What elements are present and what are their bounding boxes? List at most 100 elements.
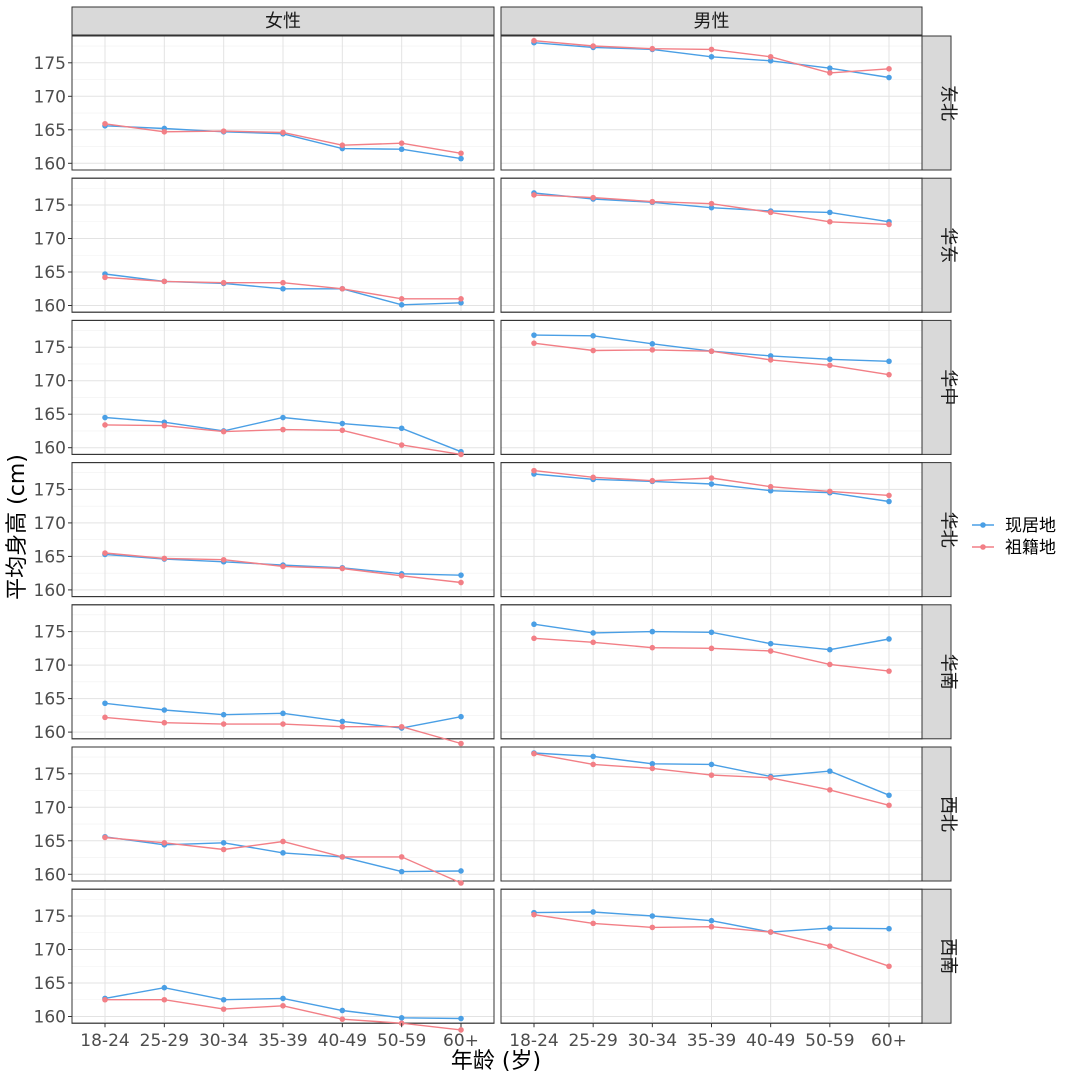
row-strip-label: 西南: [938, 938, 959, 974]
data-point: [649, 924, 656, 931]
data-point: [531, 332, 537, 338]
data-point: [280, 995, 286, 1002]
data-point: [339, 142, 346, 149]
row-strip-label: 华南: [938, 654, 959, 690]
data-point: [827, 70, 833, 76]
panel: [71, 319, 495, 458]
x-tick-label: 60+: [443, 1031, 479, 1051]
data-point: [708, 348, 715, 355]
data-point: [531, 750, 537, 757]
legend-item: 祖籍地: [972, 538, 1056, 558]
data-point: [339, 420, 346, 427]
y-tick-label: 165: [34, 974, 66, 994]
data-point: [398, 296, 405, 302]
y-tick-label: 170: [34, 372, 66, 392]
data-point: [590, 753, 596, 760]
data-point: [161, 278, 168, 285]
data-point: [767, 648, 774, 654]
data-point: [767, 353, 774, 359]
data-point: [398, 425, 405, 432]
legend-key-point: [980, 544, 986, 550]
data-point: [708, 53, 715, 60]
data-point: [398, 302, 405, 308]
data-point: [339, 285, 346, 292]
data-point: [531, 192, 537, 198]
data-point: [767, 640, 774, 647]
data-point: [339, 565, 346, 572]
column-strip-label: 女性: [265, 11, 301, 32]
data-point: [280, 850, 286, 856]
data-point: [886, 925, 892, 932]
data-point: [339, 427, 346, 434]
data-point: [398, 868, 405, 875]
y-tick-label: 160: [34, 154, 66, 174]
data-point: [590, 761, 596, 768]
legend-item: 现居地: [972, 516, 1056, 536]
data-point: [767, 53, 774, 60]
data-point: [458, 451, 464, 458]
data-point: [590, 43, 596, 49]
data-point: [458, 300, 464, 306]
panel: [500, 888, 923, 1024]
data-point: [398, 140, 405, 146]
data-point: [708, 923, 715, 930]
data-point: [708, 917, 715, 924]
data-point: [767, 57, 774, 64]
data-point: [398, 854, 405, 860]
data-point: [649, 198, 656, 205]
y-tick-label: 160: [34, 439, 66, 459]
data-point: [220, 128, 227, 134]
panel-border: [500, 746, 923, 882]
data-point: [886, 668, 892, 674]
x-axis: 18-24 25-29 30-34 35-39 40-49 50-59 60+ 18-24 25…: [80, 1023, 907, 1051]
y-tick-label: 170: [34, 230, 66, 250]
data-point: [531, 467, 537, 474]
data-point: [458, 155, 464, 162]
y-tick-label: 160: [34, 581, 66, 601]
x-tick-label: 30-34: [628, 1031, 677, 1051]
data-point: [458, 713, 464, 720]
panel-border: [71, 177, 495, 313]
x-tick-label: 50-59: [805, 1031, 854, 1051]
x-axis-title: 年龄 (岁): [451, 1049, 541, 1074]
data-point: [827, 661, 833, 668]
data-point: [458, 1027, 464, 1033]
panel: [71, 604, 495, 747]
column-strips: 女性 男性: [71, 6, 923, 36]
data-point: [398, 573, 405, 579]
data-point: [590, 920, 596, 927]
row-strip-bg: [921, 177, 952, 313]
data-point: [708, 481, 715, 487]
data-point: [339, 854, 346, 860]
row-strip-label: 西北: [938, 796, 959, 832]
data-point: [886, 492, 892, 499]
x-tick-label: 18-24: [509, 1031, 558, 1051]
row-strip-label: 华东: [938, 227, 959, 263]
data-point: [886, 358, 892, 365]
data-point: [649, 477, 656, 484]
y-tick-label: 175: [34, 54, 66, 74]
data-point: [590, 194, 596, 201]
data-point: [458, 579, 464, 586]
row-strip-bg: [921, 35, 952, 171]
data-point: [649, 913, 656, 919]
data-point: [649, 760, 656, 767]
data-point: [649, 644, 656, 651]
x-tick-label: 30-34: [199, 1031, 248, 1051]
data-point: [280, 285, 286, 292]
panel-border: [71, 604, 495, 740]
data-point: [649, 341, 656, 347]
panel-border: [71, 319, 495, 455]
panel-border: [500, 319, 923, 455]
data-point: [102, 414, 108, 421]
row-strip-bg: [921, 604, 952, 740]
data-point: [531, 37, 537, 44]
data-point: [398, 146, 405, 153]
data-point: [458, 150, 464, 157]
y-tick-label: 165: [34, 547, 66, 567]
data-point: [339, 718, 346, 725]
y-tick-label: 175: [34, 765, 66, 785]
data-point: [161, 555, 168, 562]
panel: [71, 462, 495, 598]
